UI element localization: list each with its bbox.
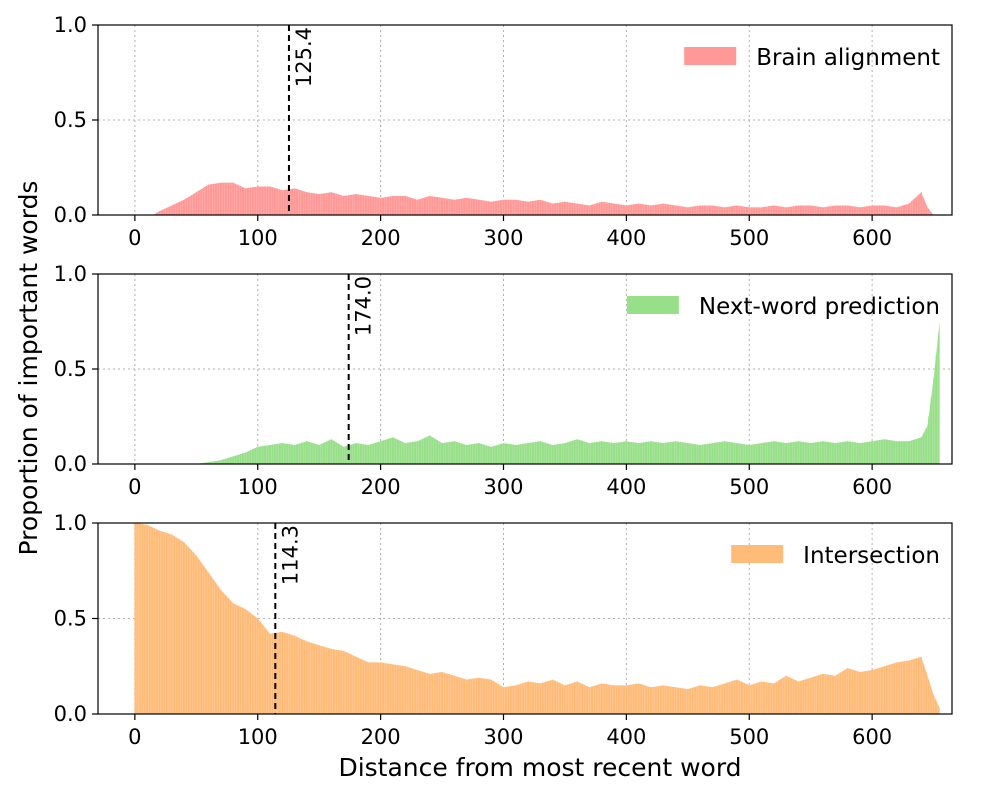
x-tick-label: 0 bbox=[128, 475, 141, 499]
area-brain-alignment bbox=[134, 182, 934, 215]
y-tick-label: 0.0 bbox=[54, 203, 87, 227]
x-tick-label: 100 bbox=[238, 725, 278, 749]
x-tick-label: 200 bbox=[361, 725, 401, 749]
legend-swatch bbox=[626, 296, 679, 314]
panels: 0 100 200 300 400 500 600 0.0 0.5 1.0 125.4 Brain a… bbox=[54, 13, 953, 749]
x-tick-label: 500 bbox=[729, 226, 769, 250]
panel-next-word-prediction: 0 100 200 300 400 500 600 0.0 0.5 1.0 174.0 Next-wo… bbox=[54, 262, 953, 499]
legend-swatch bbox=[684, 47, 737, 65]
panel-brain-alignment: 0 100 200 300 400 500 600 0.0 0.5 1.0 125.4 Brain a… bbox=[54, 13, 953, 250]
x-tick-label: 200 bbox=[361, 475, 401, 499]
median-value-brain-alignment: 125.4 bbox=[292, 27, 316, 87]
y-tick-label: 0.5 bbox=[54, 607, 87, 631]
area-next-word-prediction bbox=[134, 321, 940, 464]
legend-label: Next-word prediction bbox=[699, 294, 940, 320]
y-tick-label: 0.0 bbox=[54, 452, 87, 476]
legend-next-word-prediction: Next-word prediction bbox=[626, 294, 940, 320]
x-tick-label: 400 bbox=[606, 226, 646, 250]
y-tick-label: 0.5 bbox=[54, 357, 87, 381]
bars-intersection bbox=[134, 523, 940, 714]
y-tick-label: 0.0 bbox=[54, 702, 87, 726]
x-tick-label: 500 bbox=[729, 475, 769, 499]
y-tick-label: 1.0 bbox=[54, 262, 87, 286]
y-tick-label: 1.0 bbox=[54, 511, 87, 535]
y-tick-label: 0.5 bbox=[54, 108, 87, 132]
x-tick-label: 600 bbox=[852, 725, 892, 749]
x-axis-label: Distance from most recent word bbox=[338, 753, 741, 782]
legend-intersection: Intersection bbox=[731, 543, 940, 569]
y-tick-label: 1.0 bbox=[54, 13, 87, 37]
x-tick-label: 300 bbox=[483, 226, 523, 250]
x-tick-label: 300 bbox=[483, 475, 523, 499]
x-tick-label: 400 bbox=[606, 725, 646, 749]
y-axis-label: Proportion of important words bbox=[14, 181, 43, 556]
legend-label: Brain alignment bbox=[756, 45, 940, 71]
x-tick-label: 100 bbox=[238, 226, 278, 250]
x-tick-label: 0 bbox=[128, 725, 141, 749]
panel-intersection: 0 100 200 300 400 500 600 0.0 0.5 1.0 114.3 Interse… bbox=[54, 511, 953, 749]
x-tick-label: 200 bbox=[361, 226, 401, 250]
legend-brain-alignment: Brain alignment bbox=[684, 45, 940, 71]
x-tick-label: 600 bbox=[852, 226, 892, 250]
x-tick-label: 600 bbox=[852, 475, 892, 499]
bars-brain-alignment bbox=[154, 182, 933, 215]
legend-label: Intersection bbox=[803, 543, 940, 569]
bars-next-word-prediction bbox=[197, 321, 940, 464]
legend-swatch bbox=[731, 545, 784, 563]
x-tick-label: 100 bbox=[238, 475, 278, 499]
x-tick-label: 400 bbox=[606, 475, 646, 499]
x-tick-label: 300 bbox=[483, 725, 523, 749]
x-tick-label: 500 bbox=[729, 725, 769, 749]
median-value-next-word-prediction: 174.0 bbox=[352, 276, 376, 336]
x-tick-label: 0 bbox=[128, 226, 141, 250]
median-value-intersection: 114.3 bbox=[278, 525, 302, 585]
